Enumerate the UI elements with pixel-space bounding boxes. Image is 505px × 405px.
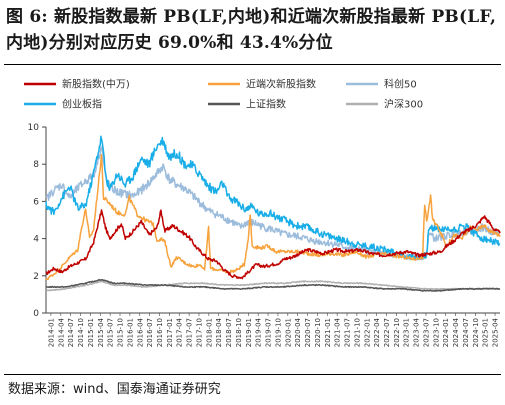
x-tick-label: 2025-04 xyxy=(492,317,500,347)
x-tick-label: 2014-07 xyxy=(67,318,75,347)
x-tick-label: 2016-01 xyxy=(126,318,134,347)
chart-legend: 新股指数(中万) 近端次新股指数 科创50 创业板指 上证指数 沪深300 xyxy=(24,78,423,111)
series-line xyxy=(45,154,501,281)
x-tick-label: 2021-04 xyxy=(334,317,342,347)
x-tick-label: 2021-07 xyxy=(344,318,352,347)
y-axis: 0 2 4 6 8 10 xyxy=(28,123,47,319)
x-tick-label: 2024-07 xyxy=(462,318,470,347)
x-tick-label: 2023-04 xyxy=(413,317,421,347)
x-tick-label: 2022-07 xyxy=(383,318,391,347)
x-tick-label: 2015-10 xyxy=(117,318,125,347)
x-tick-label: 2019-04 xyxy=(255,317,263,347)
x-tick-label: 2025-01 xyxy=(482,318,490,347)
x-tick-label: 2020-04 xyxy=(294,317,302,347)
x-tick-label: 2018-04 xyxy=(215,317,223,347)
x-tick-label: 2024-04 xyxy=(452,317,460,347)
x-tick-label: 2018-07 xyxy=(225,318,233,347)
figure-title: 图 6: 新股指数最新 PB(LF,内地)和近端次新股指最新 PB(LF,内地)… xyxy=(6,7,497,53)
x-tick-label: 2020-01 xyxy=(284,318,292,347)
x-tick-label: 2024-10 xyxy=(472,318,480,347)
x-tick-label: 2018-10 xyxy=(235,318,243,347)
x-tick-label: 2015-04 xyxy=(97,317,105,347)
x-tick-label: 2023-07 xyxy=(422,318,430,347)
y-tick-label: 8 xyxy=(33,160,39,170)
series-line xyxy=(45,209,501,280)
x-tick-label: 2018-01 xyxy=(205,318,213,347)
legend-label: 新股指数(中万) xyxy=(62,78,130,91)
x-tick-label: 2023-01 xyxy=(403,318,411,347)
x-tick-label: 2019-10 xyxy=(274,318,282,347)
x-tick-label: 2017-04 xyxy=(176,317,184,347)
legend-label: 沪深300 xyxy=(384,98,423,111)
footer-divider xyxy=(4,374,501,375)
x-tick-label: 2021-10 xyxy=(353,318,361,347)
y-tick-label: 10 xyxy=(28,123,40,133)
x-tick-label: 2022-04 xyxy=(373,317,381,347)
x-tick-label: 2024-01 xyxy=(442,318,450,347)
x-tick-label: 2016-10 xyxy=(156,318,164,347)
x-tick-label: 2016-04 xyxy=(136,317,144,347)
x-tick-label: 2015-07 xyxy=(107,318,115,347)
x-tick-label: 2020-10 xyxy=(314,318,322,347)
x-tick-label: 2019-07 xyxy=(265,318,273,347)
series-line xyxy=(45,280,501,292)
x-tick-label: 2017-07 xyxy=(186,318,194,347)
series-line xyxy=(45,278,501,292)
source-note: 数据来源：wind、国泰海通证券研究 xyxy=(8,382,221,397)
x-tick-label: 2022-01 xyxy=(363,318,371,347)
x-tick-label: 2022-10 xyxy=(393,318,401,347)
x-axis: 2014-01 2014-04 2014-07 2014-10 2015-01 2015-… xyxy=(46,312,500,347)
x-tick-label: 2016-07 xyxy=(146,318,154,347)
x-tick-label: 2014-10 xyxy=(77,318,85,347)
x-tick-label: 2014-04 xyxy=(57,317,65,347)
legend-label: 近端次新股指数 xyxy=(246,78,316,91)
pb-line-chart: 新股指数(中万) 近端次新股指数 科创50 创业板指 上证指数 沪深300 0 2 4 6 8 10… xyxy=(24,78,501,347)
x-tick-label: 2019-01 xyxy=(245,318,253,347)
legend-label: 上证指数 xyxy=(246,98,286,111)
x-tick-label: 2021-01 xyxy=(324,318,332,347)
x-tick-label: 2014-01 xyxy=(47,318,55,347)
title-divider xyxy=(4,64,501,65)
x-tick-label: 2017-10 xyxy=(195,318,203,347)
plot-lines xyxy=(45,135,501,292)
x-tick-label: 2023-10 xyxy=(432,318,440,347)
y-tick-label: 2 xyxy=(33,272,39,282)
x-tick-label: 2017-01 xyxy=(166,318,174,347)
series-line xyxy=(45,135,501,261)
y-tick-label: 6 xyxy=(33,197,39,207)
x-tick-label: 2020-07 xyxy=(304,318,312,347)
y-tick-label: 4 xyxy=(33,235,39,245)
legend-label: 科创50 xyxy=(384,78,417,91)
legend-label: 创业板指 xyxy=(62,98,102,111)
y-tick-label: 0 xyxy=(33,309,39,319)
x-tick-label: 2015-01 xyxy=(87,318,95,347)
